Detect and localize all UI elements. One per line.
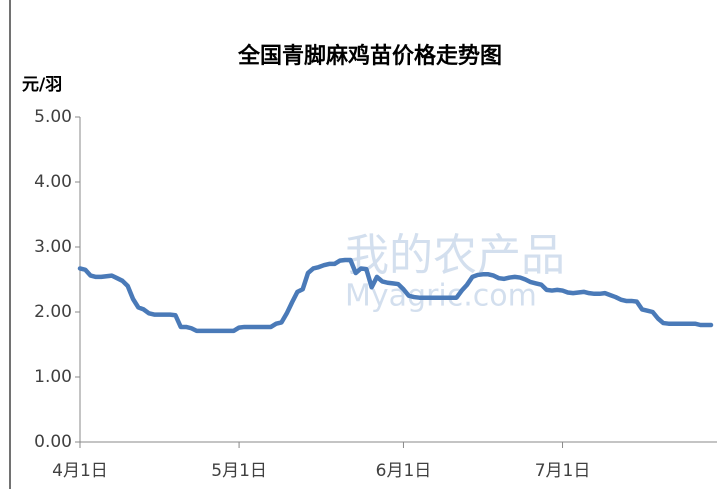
y-tick-label: 1.00 [34, 367, 72, 387]
y-tick-label: 5.00 [34, 107, 72, 127]
x-tick-label: 5月1日 [211, 461, 267, 481]
y-tick-label: 0.00 [34, 432, 72, 452]
y-tick-label: 4.00 [34, 172, 72, 192]
x-tick-label: 4月1日 [52, 461, 108, 481]
x-tick-label: 6月1日 [376, 461, 432, 481]
price-line [77, 257, 714, 334]
y-tick-label: 2.00 [34, 302, 72, 322]
y-tick-label: 3.00 [34, 237, 72, 257]
y-axis-label: 元/羽 [22, 75, 62, 95]
watermark: 我的农产品 [345, 230, 565, 281]
x-tick-label: 7月1日 [535, 461, 591, 481]
chart-title: 全国青脚麻鸡苗价格走势图 [237, 43, 502, 69]
